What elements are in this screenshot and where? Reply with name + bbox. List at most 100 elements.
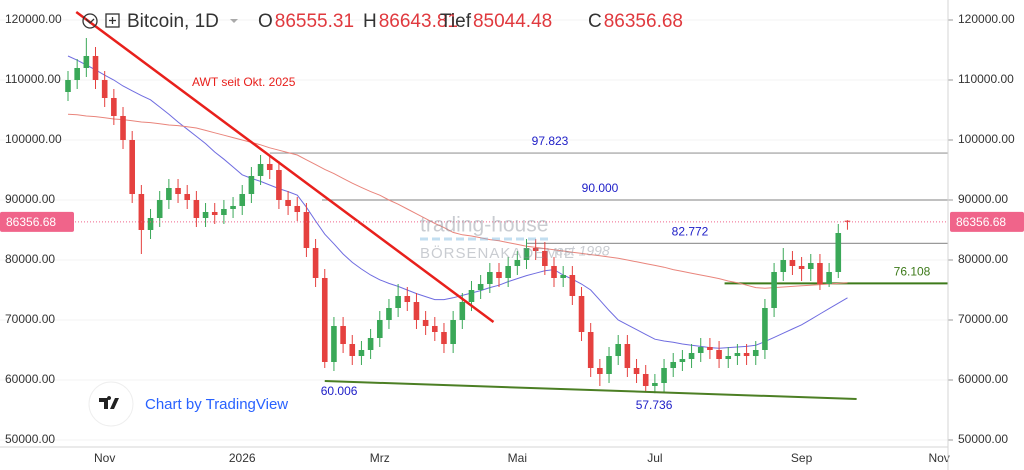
candle-body <box>459 301 466 320</box>
candle-body <box>111 97 117 116</box>
candle-body <box>303 211 310 248</box>
watermark-sub: BÖRSENAKADEMIE <box>420 244 575 262</box>
candle-body <box>551 265 557 278</box>
candle-body <box>349 343 356 356</box>
y2-tick-label: 50000.00 <box>958 432 1008 446</box>
candle-body <box>679 358 686 362</box>
x-tick-label: Nov <box>94 451 115 465</box>
tv-logo-bg <box>88 381 134 427</box>
candle-body <box>762 307 768 350</box>
candle-body <box>652 382 658 386</box>
x-tick-label: Mrz <box>370 451 390 465</box>
y2-tick-label: 70000.00 <box>958 312 1008 326</box>
candle-body <box>716 349 722 359</box>
candle-body <box>257 163 264 176</box>
candle-body <box>798 265 805 269</box>
candle-body <box>156 199 163 218</box>
candle-body <box>771 271 777 308</box>
candle-body <box>74 67 80 80</box>
candle-body <box>340 325 346 344</box>
candle-body <box>230 205 236 209</box>
ohlc-key: H <box>363 11 377 32</box>
candle-body <box>743 352 750 356</box>
candle-body <box>422 319 429 326</box>
candle-body <box>661 367 667 383</box>
candle-body <box>294 205 301 212</box>
y-tick-label: 100000.00 <box>5 132 62 146</box>
candle-body <box>789 259 796 266</box>
candle-body <box>725 355 732 359</box>
add-plus <box>109 17 116 24</box>
collapse-icon[interactable] <box>82 13 98 29</box>
credit: Chart by TradingView <box>88 381 288 427</box>
candle-body <box>487 271 493 284</box>
candle-body <box>376 319 383 338</box>
trendline <box>324 380 857 401</box>
candle-body <box>752 349 759 356</box>
y2-tick-label: 80000.00 <box>958 252 1008 266</box>
candle-body <box>450 319 456 344</box>
candle-body <box>688 352 695 359</box>
candle-body <box>285 199 291 206</box>
candle-body <box>129 139 135 194</box>
ohlc-key: C <box>588 11 602 32</box>
candle-body <box>367 337 374 350</box>
watermark-brand: trading-house <box>420 214 548 237</box>
x-tick-label: Jul <box>647 451 662 465</box>
candle-body <box>138 193 145 230</box>
candle-body <box>615 343 621 356</box>
x-tick-label: Sep <box>791 451 813 465</box>
candle-body <box>606 355 612 374</box>
candle-body <box>266 163 273 170</box>
candle-body <box>221 208 227 215</box>
moving-average <box>67 55 848 349</box>
y-tick-label: 120000.00 <box>5 12 62 26</box>
low-label: 60.006 <box>321 384 358 398</box>
candle-body <box>532 247 539 251</box>
ohlc-value: 86356.68 <box>604 11 683 32</box>
candle-body <box>468 289 475 302</box>
candle-body <box>826 271 832 284</box>
candle-body <box>432 325 438 332</box>
y-tick-label: 50000.00 <box>5 432 55 446</box>
y2-tick-label: 90000.00 <box>958 192 1008 206</box>
candle-body <box>101 79 108 98</box>
ohlc-value: 86643.81 <box>379 11 458 32</box>
low-label: 57.736 <box>636 398 673 412</box>
y-tick-label: 70000.00 <box>5 312 55 326</box>
y2-tick-label: 110000.00 <box>958 72 1014 86</box>
candle-body <box>395 295 401 308</box>
add-icon[interactable] <box>105 13 120 28</box>
level-label: 82.772 <box>672 225 709 239</box>
candle-body <box>587 331 594 368</box>
candle-body <box>560 274 566 278</box>
y-tick-label: 80000.00 <box>5 252 55 266</box>
credit-text[interactable]: Chart by TradingView <box>145 396 288 413</box>
symbol[interactable]: Bitcoin, 1D <box>127 11 219 32</box>
candle-body <box>780 259 787 272</box>
candle-body <box>83 55 90 68</box>
candle-body <box>578 295 585 332</box>
level-label: 90.000 <box>582 181 619 195</box>
candle-body <box>624 343 631 368</box>
candle-body <box>386 307 392 320</box>
candle-body <box>505 265 511 278</box>
candle-body <box>147 217 154 230</box>
tv-logo <box>99 396 119 409</box>
candle-body <box>65 79 71 92</box>
candle-body <box>120 115 126 140</box>
y2-tick-label: 120000.00 <box>958 12 1015 26</box>
x-tick-label: Nov <box>928 451 949 465</box>
candle-body <box>514 259 521 266</box>
candle-body <box>642 373 649 386</box>
candle-body <box>523 247 530 260</box>
price-label-left-bg <box>0 211 74 232</box>
candle-body <box>542 250 548 266</box>
candle-body <box>569 274 576 296</box>
symbol-dropdown[interactable] <box>230 19 238 23</box>
candle-body <box>413 301 420 320</box>
price-label-right-bg <box>950 211 1024 232</box>
candle-body <box>202 211 209 218</box>
